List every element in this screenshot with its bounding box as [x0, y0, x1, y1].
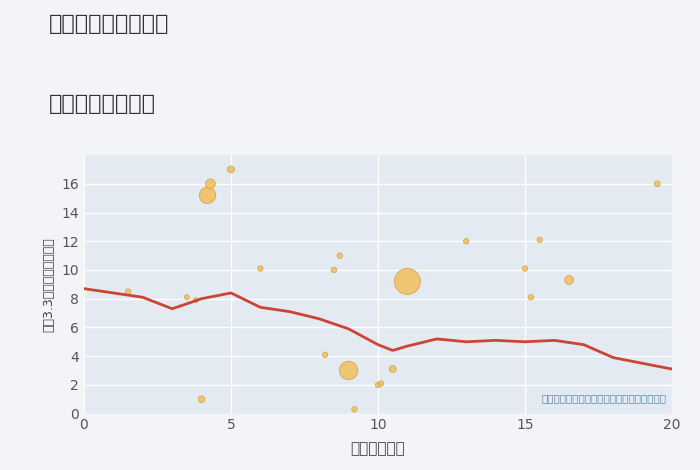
Point	[461, 237, 472, 245]
Point	[196, 395, 207, 403]
Point	[343, 367, 354, 374]
X-axis label: 駅距離（分）: 駅距離（分）	[351, 441, 405, 456]
Point	[402, 278, 413, 285]
Point	[534, 236, 545, 243]
Y-axis label: 坪（3.3㎡）単価（万円）: 坪（3.3㎡）単価（万円）	[43, 237, 56, 332]
Text: 駅距離別土地価格: 駅距離別土地価格	[49, 94, 156, 114]
Text: 円の大きさは、取引のあった物件面積を示す: 円の大きさは、取引のあった物件面積を示す	[541, 393, 666, 403]
Point	[564, 276, 575, 284]
Point	[225, 166, 237, 173]
Point	[525, 293, 536, 301]
Point	[334, 252, 345, 259]
Point	[319, 351, 330, 359]
Point	[387, 365, 398, 373]
Point	[375, 380, 386, 387]
Text: 三重県伊賀市野村の: 三重県伊賀市野村の	[49, 14, 169, 34]
Point	[519, 265, 531, 272]
Point	[202, 192, 213, 199]
Point	[372, 381, 384, 389]
Point	[652, 180, 663, 188]
Point	[181, 293, 193, 301]
Point	[328, 266, 339, 274]
Point	[255, 265, 266, 272]
Point	[190, 297, 202, 304]
Point	[122, 288, 134, 295]
Point	[349, 406, 360, 413]
Point	[205, 180, 216, 188]
